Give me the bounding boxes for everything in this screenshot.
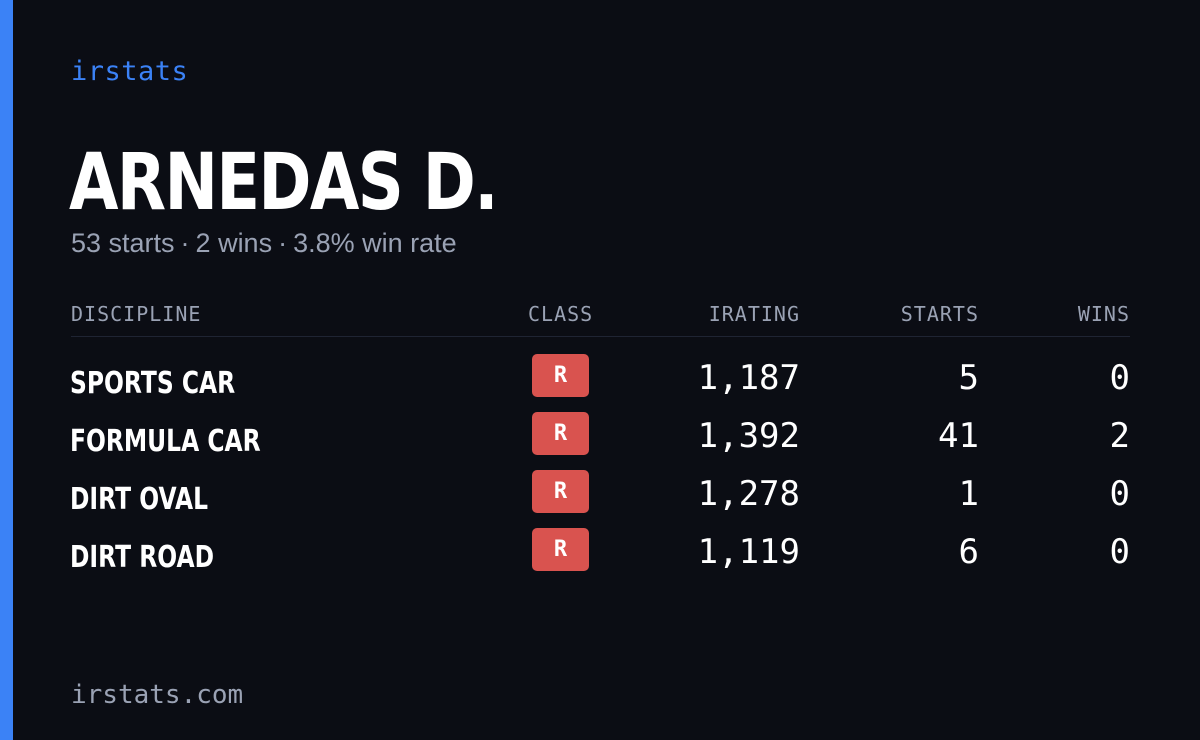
accent-bar — [0, 0, 13, 740]
class-badge: R — [532, 354, 589, 397]
driver-name: ARNEDAS D. — [69, 138, 499, 228]
starts-cell: 5 — [958, 358, 979, 398]
starts-cell: 1 — [958, 474, 979, 514]
summary-separator: · — [180, 228, 190, 258]
table-row: DIRT OVAL R 1,278 1 0 — [0, 470, 1200, 528]
header-starts: STARTS — [900, 302, 979, 326]
irating-cell: 1,187 — [697, 358, 800, 398]
win-rate-summary: 3.8% win rate — [293, 228, 457, 258]
discipline-cell: DIRT OVAL — [70, 482, 209, 517]
wins-cell: 2 — [1109, 416, 1130, 456]
header-class: CLASS — [528, 302, 594, 326]
wins-cell: 0 — [1109, 358, 1130, 398]
starts-summary: 53 starts — [71, 228, 175, 258]
discipline-cell: SPORTS CAR — [70, 366, 236, 401]
table-row: SPORTS CAR R 1,187 5 0 — [0, 354, 1200, 412]
driver-summary: 53 starts · 2 wins · 3.8% win rate — [71, 228, 457, 259]
brand-logo: irstats — [71, 56, 189, 87]
class-badge: R — [532, 528, 589, 571]
class-badge: R — [532, 470, 589, 513]
wins-cell: 0 — [1109, 474, 1130, 514]
header-discipline: DISCIPLINE — [71, 302, 202, 326]
discipline-cell: DIRT ROAD — [70, 540, 215, 575]
header-divider — [71, 336, 1130, 337]
wins-summary: 2 wins — [195, 228, 273, 258]
header-wins: WINS — [1077, 302, 1130, 326]
irating-cell: 1,392 — [697, 416, 800, 456]
irating-cell: 1,119 — [697, 532, 800, 572]
starts-cell: 41 — [938, 416, 979, 456]
header-irating: IRATING — [708, 302, 800, 326]
wins-cell: 0 — [1109, 532, 1130, 572]
irating-cell: 1,278 — [697, 474, 800, 514]
summary-separator: · — [278, 228, 288, 258]
table-row: FORMULA CAR R 1,392 41 2 — [0, 412, 1200, 470]
discipline-cell: FORMULA CAR — [70, 424, 261, 459]
table-row: DIRT ROAD R 1,119 6 0 — [0, 528, 1200, 586]
footer-url: irstats.com — [71, 680, 244, 710]
class-badge: R — [532, 412, 589, 455]
starts-cell: 6 — [958, 532, 979, 572]
